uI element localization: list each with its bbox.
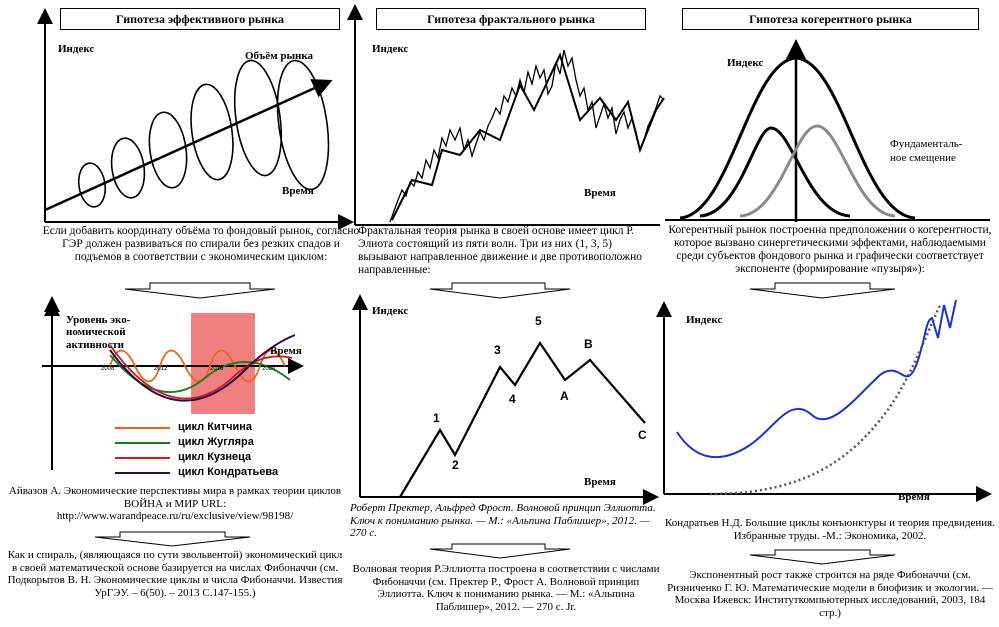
fmh-caption: Фрактальная теория рынка в своей основе … bbox=[358, 225, 642, 276]
chm-shift-label-2: ное смещение bbox=[890, 152, 956, 164]
wave-3: 3 bbox=[494, 343, 501, 357]
legend-kondratiev: цикл Кондратьева bbox=[178, 466, 279, 478]
wave-1: 1 bbox=[433, 411, 440, 425]
wave-a: A bbox=[560, 389, 569, 403]
chm-y-label: Индекс bbox=[727, 57, 764, 69]
ehm-volume-label: Объём рынка bbox=[245, 50, 314, 62]
wave-b: B bbox=[584, 337, 593, 351]
coherent-tall-bell bbox=[679, 56, 916, 220]
fmh-y-label: Индекс bbox=[372, 43, 409, 55]
coherent-shifted-bell bbox=[739, 124, 896, 218]
wave-2: 2 bbox=[452, 458, 459, 472]
chm-ref1: Кондратьев Н.Д. Большие циклы конъюнктур… bbox=[665, 517, 995, 542]
fmh-title-box: Гипотеза фрактального рынка bbox=[376, 8, 646, 30]
cycles-y-label-2: номической bbox=[66, 326, 126, 338]
chm-title: Гипотеза когерентного рынка bbox=[749, 12, 912, 26]
legend-kuznets: цикл Кузнеца bbox=[178, 451, 252, 463]
cycles-year-2020: 2020 bbox=[262, 366, 276, 372]
wave-c: C bbox=[638, 428, 647, 442]
ehm-ref2: Как и спираль, (являющаяся по сути эволь… bbox=[7, 549, 343, 599]
ehm-y-label: Индекс bbox=[58, 43, 95, 55]
cycles-highlight bbox=[191, 313, 255, 414]
cycles-year-2012: 2012 bbox=[154, 366, 168, 372]
fmh-ref1: Роберт Пректер, Альфред Фрост. Волновой … bbox=[350, 502, 656, 539]
juglar-curve bbox=[109, 354, 291, 393]
fmh-x-label: Время bbox=[584, 187, 616, 199]
ehm-title: Гипотеза эффективного рынка bbox=[116, 12, 284, 26]
legend-juglar: цикл Жугляра bbox=[178, 436, 254, 448]
cycles-year-2008: 2008 bbox=[101, 366, 115, 372]
fmh-ref2: Волновая теория Р.Эллиотта построена в с… bbox=[352, 563, 660, 613]
coherent-small-bell bbox=[699, 126, 851, 218]
kitchin-curve bbox=[109, 349, 286, 383]
wave-5: 5 bbox=[535, 314, 542, 328]
ehm-x-label: Время bbox=[282, 185, 314, 197]
exp-y-label: Индекс bbox=[686, 314, 723, 326]
exp-dotted-curve bbox=[709, 304, 942, 496]
fmh-title: Гипотеза фрактального рынка bbox=[427, 12, 595, 26]
cycles-year-2016: 2016 bbox=[210, 366, 224, 372]
fractal-price-line bbox=[389, 49, 665, 223]
fractal-wave-line bbox=[391, 52, 665, 221]
cycles-y-label-1: Уровень эко- bbox=[66, 314, 131, 326]
cycles-y-label-3: активности bbox=[66, 339, 124, 351]
ehm-ref1: Айвазов А. Экономические перспективы мир… bbox=[8, 485, 342, 522]
exp-x-label: Время bbox=[898, 491, 930, 503]
cycles-x-label: Время bbox=[270, 345, 302, 357]
elliott-y-label: Индекс bbox=[372, 305, 409, 317]
chm-caption: Когерентный рынок построенна предположен… bbox=[668, 224, 992, 275]
chm-ref2: Экспонентный рост также строится на ряде… bbox=[667, 569, 993, 619]
wave-4: 4 bbox=[509, 392, 516, 406]
elliott-x-label: Время bbox=[584, 476, 616, 488]
ehm-title-box: Гипотеза эффективного рынка bbox=[60, 8, 340, 30]
chm-shift-label-1: Фундаменталь- bbox=[890, 138, 963, 150]
ehm-caption: Если добавить координату объёма то фондо… bbox=[42, 225, 360, 263]
legend-kitchin: цикл Китчина bbox=[178, 421, 252, 433]
chm-title-box: Гипотеза когерентного рынка bbox=[682, 8, 979, 30]
